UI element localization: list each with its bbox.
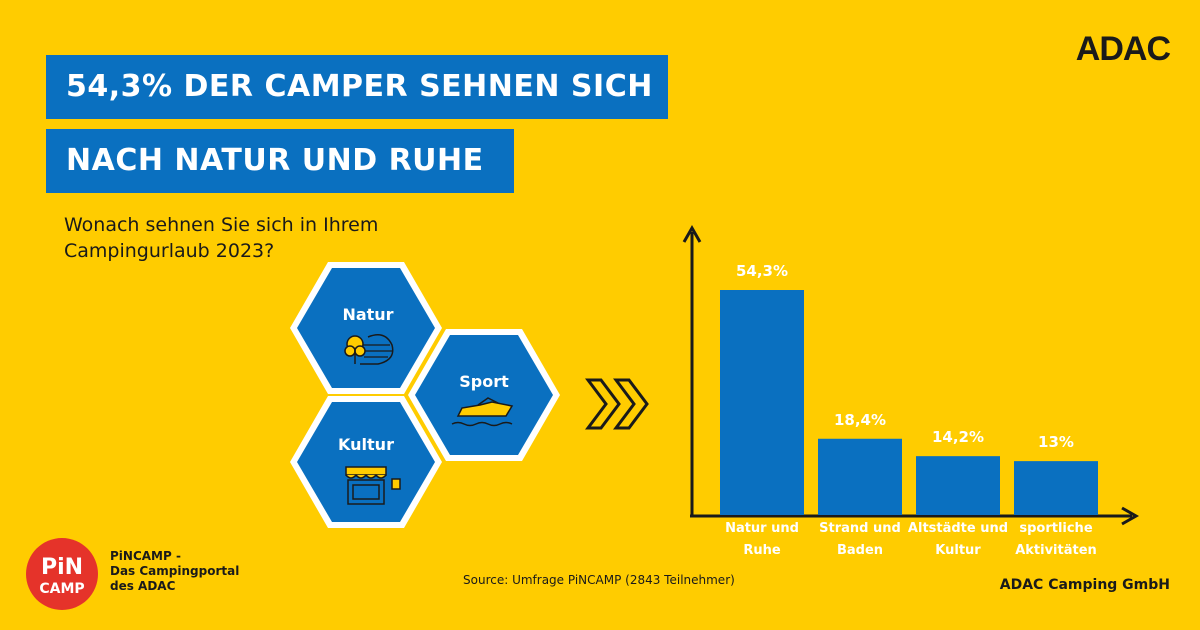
- category-label-0-line-1: Ruhe: [743, 543, 781, 558]
- bar-value-label-1: 18,4%: [834, 411, 886, 429]
- bar-value-label-3: 13%: [1038, 433, 1074, 451]
- headline-line-2: NACH NATUR UND RUHE: [46, 129, 514, 193]
- category-label-3-line-0: sportliche: [1019, 521, 1092, 536]
- hexagon-sport-label: Sport: [459, 372, 509, 391]
- pincamp-caption-line2: Das Campingportal: [110, 564, 240, 578]
- bar-1: [818, 438, 902, 515]
- hexagon-kultur: Kultur: [290, 396, 442, 528]
- hexagon-sport: Sport: [408, 329, 560, 461]
- category-label-1-line-1: Baden: [837, 543, 883, 558]
- y-axis-arrowhead: [682, 224, 702, 243]
- adac-logo: ADAC: [1075, 30, 1171, 68]
- pincamp-logo-line1: PiN: [41, 555, 83, 580]
- pincamp-caption: PiNCAMP - Das Campingportal des ADAC: [110, 549, 250, 594]
- company-name: ADAC Camping GmbH: [999, 577, 1170, 593]
- pincamp-caption-line3: des ADAC: [110, 579, 176, 593]
- headline-line-1: 54,3% DER CAMPER SEHNEN SICH: [46, 55, 668, 119]
- source-note: Source: Umfrage PiNCAMP (2843 Teilnehmer…: [463, 573, 735, 587]
- bar-group: 54,3% Natur und Ruhe 18,4% Strand und Baden 14…: [720, 262, 1098, 558]
- hexagon-kultur-label: Kultur: [338, 435, 394, 454]
- double-chevron-right-icon: [585, 378, 649, 430]
- hexagon-natur: Natur: [290, 262, 442, 394]
- bar-value-label-2: 14,2%: [932, 428, 984, 446]
- boat-icon: [451, 397, 514, 427]
- pincamp-logo: PiN CAMP: [26, 538, 98, 610]
- bar-value-label-0: 54,3%: [736, 262, 788, 280]
- bar-0: [720, 290, 804, 515]
- survey-question: Wonach sehnen Sie sich in Ihrem Campingu…: [64, 214, 379, 262]
- bar-3: [1014, 461, 1098, 515]
- category-label-3-line-1: Aktivitäten: [1015, 543, 1097, 558]
- category-label-1-line-0: Strand und: [819, 521, 901, 536]
- chart-axes: [682, 224, 1140, 526]
- pincamp-logo-line2: CAMP: [39, 581, 84, 597]
- storefront-icon: [345, 466, 401, 505]
- bar-2: [916, 456, 1000, 515]
- hexagon-natur-label: Natur: [342, 305, 393, 324]
- category-label-0-line-0: Natur und: [725, 521, 799, 536]
- x-axis-arrowhead: [1121, 506, 1140, 526]
- pincamp-caption-line1: PiNCAMP -: [110, 549, 181, 563]
- category-label-2-line-0: Altstädte und: [908, 521, 1008, 536]
- category-label-2-line-1: Kultur: [935, 543, 981, 558]
- tree-lake-icon: [344, 334, 394, 365]
